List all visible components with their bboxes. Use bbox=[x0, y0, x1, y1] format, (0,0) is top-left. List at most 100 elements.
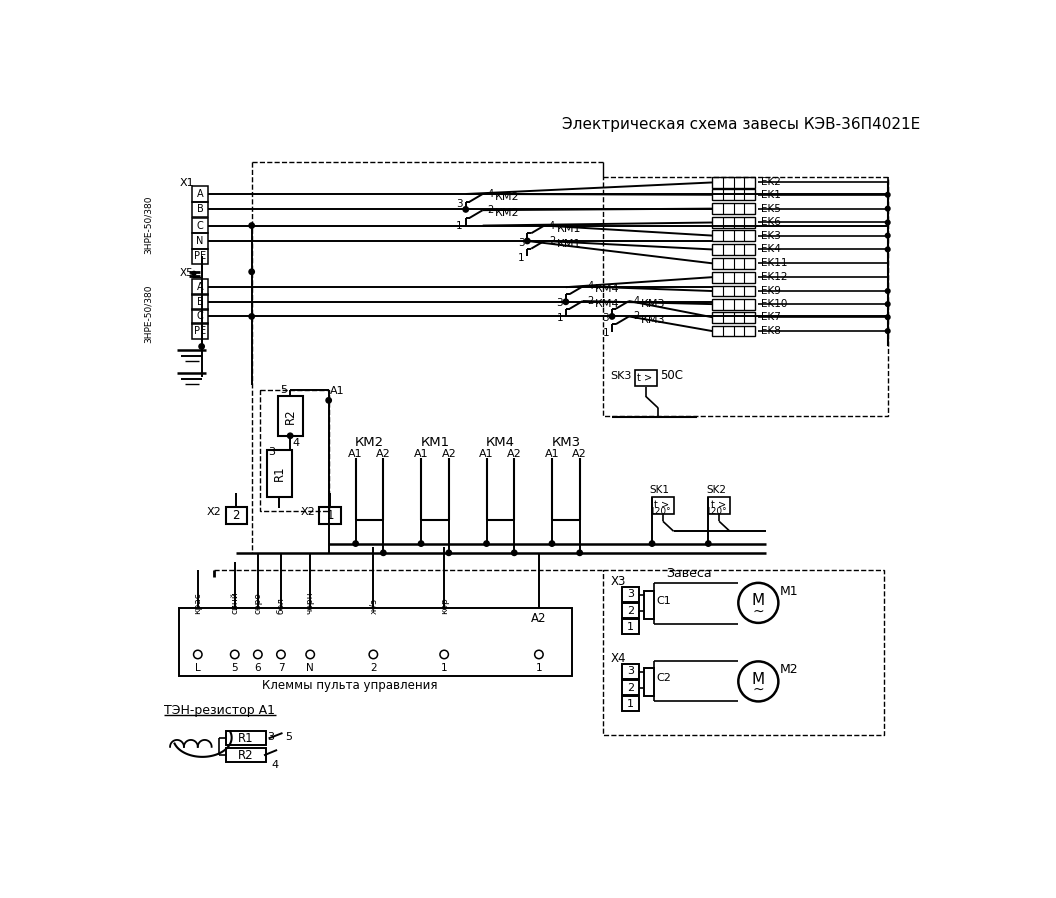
Circle shape bbox=[563, 299, 568, 304]
Text: C1: C1 bbox=[656, 595, 671, 605]
Text: 4: 4 bbox=[271, 760, 279, 770]
Text: Клеммы пульта управления: Клеммы пульта управления bbox=[262, 679, 437, 691]
Text: 1: 1 bbox=[627, 699, 634, 709]
Text: 4: 4 bbox=[634, 296, 640, 306]
Text: 5: 5 bbox=[285, 732, 293, 743]
Text: 50C: 50C bbox=[660, 369, 683, 383]
Text: R1: R1 bbox=[238, 732, 253, 744]
Text: 1: 1 bbox=[440, 664, 448, 674]
Text: КМ3: КМ3 bbox=[641, 314, 665, 324]
Text: A1: A1 bbox=[479, 449, 494, 459]
Text: КМ1: КМ1 bbox=[557, 224, 581, 233]
Bar bbox=[712, 189, 755, 200]
Text: 3: 3 bbox=[627, 666, 634, 676]
Text: EK6: EK6 bbox=[761, 217, 781, 227]
Text: 3: 3 bbox=[557, 298, 563, 308]
Text: N: N bbox=[196, 236, 204, 246]
Circle shape bbox=[199, 344, 204, 349]
Text: черн: черн bbox=[305, 591, 315, 613]
Text: X1: X1 bbox=[180, 178, 194, 189]
Text: КМ3: КМ3 bbox=[641, 299, 665, 309]
Text: EK2: EK2 bbox=[761, 178, 781, 188]
Text: КМ2: КМ2 bbox=[495, 192, 520, 202]
Text: КМ4: КМ4 bbox=[596, 285, 620, 295]
Circle shape bbox=[705, 541, 711, 546]
Text: ~: ~ bbox=[753, 682, 765, 697]
Circle shape bbox=[885, 302, 890, 306]
Text: EK11: EK11 bbox=[761, 259, 788, 269]
Text: 1: 1 bbox=[603, 329, 609, 339]
Text: 5: 5 bbox=[281, 385, 287, 395]
Text: 2: 2 bbox=[232, 508, 240, 522]
Circle shape bbox=[885, 289, 890, 294]
Text: 2: 2 bbox=[549, 236, 555, 246]
Text: 2: 2 bbox=[587, 296, 593, 306]
Text: A2: A2 bbox=[572, 449, 587, 459]
Text: 1: 1 bbox=[517, 253, 525, 263]
Circle shape bbox=[577, 550, 583, 556]
Bar bbox=[709, 497, 730, 514]
Bar bbox=[644, 668, 654, 696]
Bar bbox=[192, 309, 208, 324]
Bar bbox=[712, 177, 755, 188]
Text: A2: A2 bbox=[507, 449, 522, 459]
Bar bbox=[712, 312, 755, 322]
Text: 3: 3 bbox=[517, 237, 525, 248]
Bar bbox=[712, 217, 755, 228]
Circle shape bbox=[885, 233, 890, 238]
Text: 4: 4 bbox=[587, 281, 593, 291]
Text: 2: 2 bbox=[627, 682, 634, 692]
Bar bbox=[192, 218, 208, 233]
Text: КМ3: КМ3 bbox=[551, 436, 581, 449]
Text: М: М bbox=[752, 593, 765, 608]
Text: SK1: SK1 bbox=[649, 485, 670, 495]
Text: серо: серо bbox=[253, 592, 262, 613]
Bar bbox=[712, 244, 755, 255]
Text: EK4: EK4 bbox=[761, 244, 781, 254]
Text: 1: 1 bbox=[456, 221, 463, 231]
Text: t >: t > bbox=[711, 500, 725, 510]
Text: C: C bbox=[196, 221, 204, 231]
Text: 2: 2 bbox=[627, 605, 634, 615]
Circle shape bbox=[446, 550, 452, 556]
Circle shape bbox=[192, 271, 195, 275]
Bar bbox=[192, 295, 208, 310]
Bar bbox=[622, 696, 639, 711]
Circle shape bbox=[511, 550, 517, 556]
Bar bbox=[653, 497, 674, 514]
Text: бел: бел bbox=[277, 597, 285, 613]
Text: 3: 3 bbox=[456, 199, 463, 209]
Bar bbox=[712, 299, 755, 310]
Text: X4: X4 bbox=[610, 652, 626, 665]
Circle shape bbox=[463, 207, 469, 212]
Bar bbox=[192, 279, 208, 295]
Text: кор: кор bbox=[439, 597, 449, 613]
Text: M1: M1 bbox=[780, 585, 798, 598]
Bar bbox=[278, 396, 302, 436]
Text: 2: 2 bbox=[487, 205, 493, 216]
Bar bbox=[192, 233, 208, 249]
Circle shape bbox=[549, 541, 554, 546]
Text: 120°: 120° bbox=[649, 507, 672, 516]
Text: 1: 1 bbox=[535, 664, 542, 674]
Circle shape bbox=[418, 541, 423, 546]
Text: ТЭН-резистор А1: ТЭН-резистор А1 bbox=[164, 704, 275, 718]
Text: ~: ~ bbox=[753, 604, 765, 619]
Text: t >: t > bbox=[638, 373, 653, 383]
Text: A2: A2 bbox=[441, 449, 456, 459]
Text: 3: 3 bbox=[627, 589, 634, 599]
Text: КМ4: КМ4 bbox=[596, 299, 620, 309]
Text: синй: синй bbox=[230, 591, 240, 613]
Text: B: B bbox=[196, 205, 204, 215]
Text: C2: C2 bbox=[656, 673, 671, 682]
Bar bbox=[192, 202, 208, 217]
Circle shape bbox=[885, 315, 890, 320]
Bar bbox=[712, 230, 755, 241]
Text: Завеса: Завеса bbox=[666, 568, 712, 580]
Circle shape bbox=[380, 550, 386, 556]
Text: A1: A1 bbox=[348, 449, 363, 459]
Text: КМ2: КМ2 bbox=[355, 436, 384, 449]
Text: 4: 4 bbox=[487, 189, 493, 199]
Text: EK5: EK5 bbox=[761, 204, 781, 214]
Circle shape bbox=[609, 313, 615, 319]
